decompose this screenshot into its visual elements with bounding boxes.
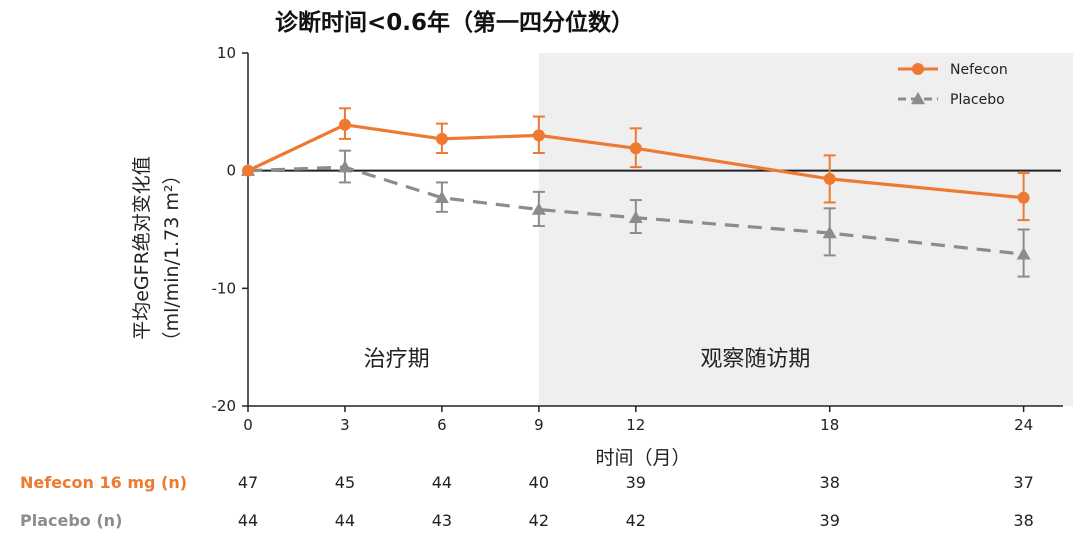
data-point bbox=[338, 118, 351, 131]
data-point bbox=[1017, 191, 1030, 204]
x-tick-label: 9 bbox=[534, 416, 544, 434]
n-table-value: 39 bbox=[820, 511, 840, 530]
legend-marker bbox=[912, 63, 924, 75]
data-point bbox=[435, 132, 448, 145]
x-tick-label: 6 bbox=[437, 416, 447, 434]
data-point bbox=[823, 172, 836, 185]
legend-label: Placebo bbox=[950, 92, 1005, 108]
series-layer bbox=[241, 107, 1031, 278]
data-point bbox=[629, 142, 642, 155]
n-table-value: 40 bbox=[529, 473, 549, 492]
legend-marker bbox=[911, 92, 925, 105]
followup-shade bbox=[538, 53, 1073, 406]
phase-labels: 治疗期 观察随访期 bbox=[364, 347, 811, 372]
x-tick-label: 3 bbox=[340, 416, 350, 434]
y-ticks: 10 0 -10 -20 bbox=[212, 44, 248, 415]
y-tick-label: -10 bbox=[212, 279, 237, 297]
n-table-value: 44 bbox=[238, 511, 258, 530]
data-point bbox=[337, 160, 352, 173]
data-point bbox=[242, 164, 254, 177]
legend-label: Nefecon bbox=[950, 62, 1008, 78]
x-tick-label: 12 bbox=[626, 416, 645, 434]
x-tick-label: 18 bbox=[820, 416, 839, 434]
data-point bbox=[531, 202, 546, 215]
axes-layer bbox=[247, 53, 1063, 407]
n-table-value: 37 bbox=[1013, 473, 1033, 492]
n-table: Nefecon 16 mg (n) 47 45 44 40 39 38 37 Placebo (… bbox=[20, 473, 1034, 530]
shade-layer bbox=[538, 53, 1073, 406]
y-axis-unit: （ml/min/1.73 m²） bbox=[161, 166, 183, 351]
n-table-value: 39 bbox=[626, 473, 646, 492]
x-ticks: 0 3 6 9 12 18 24 bbox=[243, 406, 1033, 434]
x-tick-label: 24 bbox=[1014, 416, 1033, 434]
phase-label: 治疗期 bbox=[364, 347, 430, 372]
data-point bbox=[822, 226, 837, 239]
phase-label: 观察随访期 bbox=[700, 347, 810, 372]
n-table-value: 45 bbox=[335, 473, 355, 492]
n-table-value: 42 bbox=[529, 511, 549, 530]
n-table-value: 44 bbox=[432, 473, 452, 492]
n-table-value: 47 bbox=[238, 473, 258, 492]
n-table-row-label: Placebo (n) bbox=[20, 511, 122, 530]
data-point bbox=[434, 190, 449, 203]
n-table-value: 38 bbox=[820, 473, 840, 492]
data-point bbox=[1016, 247, 1031, 260]
data-point bbox=[628, 210, 643, 223]
legend: Nefecon Placebo bbox=[898, 62, 1008, 108]
n-table-row-label: Nefecon 16 mg (n) bbox=[20, 473, 187, 492]
chart-title: 诊断时间<0.6年（第一四分位数） bbox=[275, 9, 634, 36]
y-axis-label: 平均eGFR绝对变化值 bbox=[131, 156, 153, 340]
n-table-value: 44 bbox=[335, 511, 355, 530]
series-placebo bbox=[241, 149, 1031, 278]
y-tick-label: 10 bbox=[217, 44, 236, 62]
n-table-value: 42 bbox=[626, 511, 646, 530]
y-tick-label: 0 bbox=[226, 162, 236, 180]
x-axis-label: 时间（月） bbox=[595, 447, 690, 469]
n-table-value: 43 bbox=[432, 511, 452, 530]
series-nefecon bbox=[242, 107, 1030, 222]
data-point bbox=[532, 129, 545, 142]
x-tick-label: 0 bbox=[243, 416, 253, 434]
n-table-value: 38 bbox=[1013, 511, 1033, 530]
y-tick-label: -20 bbox=[212, 397, 237, 415]
